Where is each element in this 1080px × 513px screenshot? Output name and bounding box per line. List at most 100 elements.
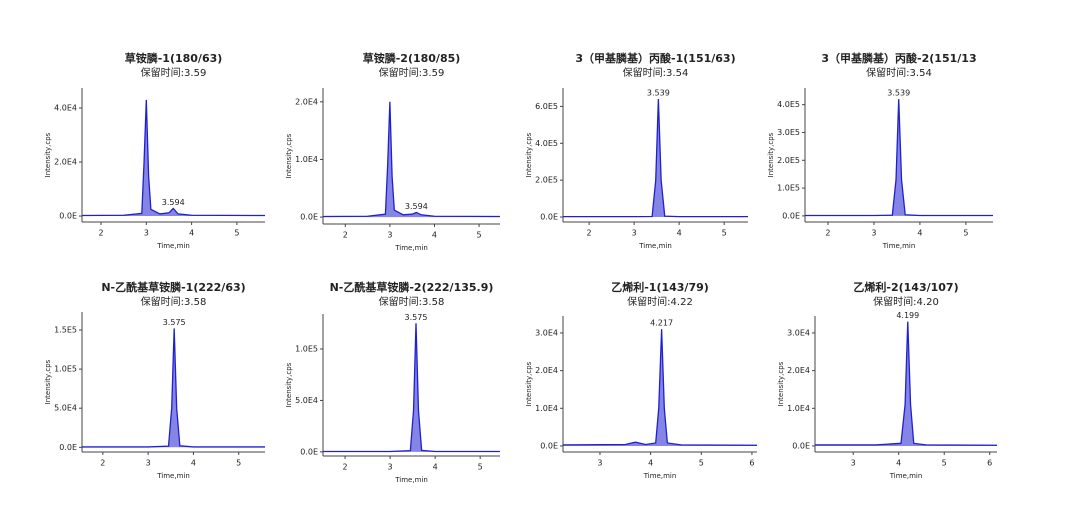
y-tick-label: 0.0E <box>59 212 77 221</box>
x-axis-label: Time,min <box>882 242 916 250</box>
chart-subtitle: 保留时间:4.22 <box>627 295 693 308</box>
y-tick-label: 5.0E4 <box>54 404 77 413</box>
y-tick-label: 6.0E5 <box>535 102 558 111</box>
chart-title: 3（甲基膦基）丙酸-1(151/63) <box>575 51 735 65</box>
chart-title: 乙烯利-2(143/107) <box>853 280 958 294</box>
chart-title: N-乙酰基草铵膦-2(222/135.9) <box>330 280 494 294</box>
y-tick-label: 2.0E5 <box>535 176 558 185</box>
x-tick-label: 4 <box>191 459 196 468</box>
trace-line <box>563 99 748 218</box>
x-tick-label: 3 <box>597 459 602 468</box>
chart-subtitle: 保留时间:3.58 <box>379 295 445 308</box>
x-tick-label: 2 <box>98 229 103 238</box>
y-tick-label: 2.0E4 <box>54 158 77 167</box>
x-tick-label: 5 <box>236 459 241 468</box>
trace-line <box>322 101 501 218</box>
y-tick-label: 1.5E5 <box>54 325 77 334</box>
peak-label: 3.594 <box>162 198 185 207</box>
x-tick-label: 2 <box>343 231 348 240</box>
x-axis-label: Time,min <box>394 476 428 484</box>
x-tick-label: 2 <box>825 229 830 238</box>
x-tick-label: 4 <box>677 229 682 238</box>
x-tick-label: 4 <box>648 459 653 468</box>
x-tick-label: 3 <box>387 231 392 240</box>
y-axis-label: Intensity,cps <box>44 359 52 404</box>
x-axis-label: Time,min <box>156 242 190 250</box>
y-axis-label: Intensity,cps <box>767 132 775 177</box>
x-tick-label: 4 <box>189 229 194 238</box>
y-axis-label: Intensity,cps <box>285 362 293 407</box>
peak-label: 4.217 <box>650 319 673 328</box>
y-axis-label: Intensity,cps <box>525 132 533 177</box>
x-tick-label: 5 <box>699 459 704 468</box>
y-tick-label: 3.0E5 <box>777 128 800 137</box>
trace-line <box>805 99 993 217</box>
x-axis-label: Time,min <box>156 472 190 480</box>
x-tick-label: 4 <box>917 229 922 238</box>
y-axis-label: Intensity,cps <box>525 361 533 406</box>
y-tick-label: 1.0E5 <box>777 184 800 193</box>
x-tick-label: 5 <box>478 463 483 472</box>
y-tick-label: 1.0E4 <box>535 404 558 413</box>
y-tick-label: 2.0E5 <box>777 156 800 165</box>
x-tick-label: 2 <box>587 229 592 238</box>
chart-subtitle: 保留时间:3.58 <box>141 295 207 308</box>
y-tick-label: 4.0E4 <box>54 103 77 112</box>
y-tick-label: 1.0E5 <box>295 344 318 353</box>
y-tick-label: 0.0E <box>792 441 810 450</box>
y-tick-label: 0.0E <box>300 213 318 222</box>
chart-subtitle: 保留时间:4.20 <box>873 295 939 308</box>
y-tick-label: 3.0E4 <box>535 328 558 337</box>
trace-line <box>81 99 266 217</box>
peak-label: 3.575 <box>405 313 428 322</box>
x-tick-label: 4 <box>896 459 901 468</box>
chart-title: 乙烯利-1(143/79) <box>611 280 709 294</box>
y-tick-label: 1.0E4 <box>787 404 810 413</box>
y-tick-label: 0.0E <box>59 443 77 452</box>
y-tick-label: 0.0E <box>540 213 558 222</box>
peak-label: 3.539 <box>647 89 670 98</box>
y-axis-label: Intensity,cps <box>777 361 785 406</box>
x-tick-label: 3 <box>871 229 876 238</box>
trace-area <box>805 99 993 216</box>
chart-subtitle: 保留时间:3.54 <box>866 66 932 79</box>
y-tick-label: 1.0E5 <box>54 365 77 374</box>
y-axis-label: Intensity,cps <box>44 132 52 177</box>
peak-label: 3.539 <box>887 89 910 98</box>
y-tick-label: 0.0E <box>782 211 800 220</box>
x-axis-label: Time,min <box>643 472 677 480</box>
y-tick-label: 5.0E4 <box>295 396 318 405</box>
y-tick-label: 2.0E4 <box>295 97 318 106</box>
x-axis-label: Time,min <box>638 242 672 250</box>
x-tick-label: 6 <box>749 459 754 468</box>
x-tick-label: 5 <box>234 229 239 238</box>
trace-area <box>323 101 500 218</box>
x-tick-label: 5 <box>963 229 968 238</box>
x-tick-label: 4 <box>432 231 437 240</box>
y-tick-label: 4.0E5 <box>535 139 558 148</box>
peak-label: 4.199 <box>896 311 919 320</box>
chart-subtitle: 保留时间:3.59 <box>379 66 445 79</box>
trace-area <box>563 99 748 218</box>
trace-line <box>815 321 998 446</box>
y-tick-label: 1.0E4 <box>295 155 318 164</box>
chart-title: N-乙酰基草铵膦-1(222/63) <box>101 280 245 294</box>
y-tick-label: 0.0E <box>540 441 558 450</box>
x-tick-label: 3 <box>632 229 637 238</box>
chart-subtitle: 保留时间:3.59 <box>141 66 207 79</box>
y-axis-label: Intensity,cps <box>285 133 293 178</box>
x-tick-label: 5 <box>722 229 727 238</box>
trace-line <box>82 328 265 448</box>
trace-line <box>323 323 500 453</box>
x-tick-label: 2 <box>343 463 348 472</box>
y-tick-label: 0.0E <box>300 447 318 456</box>
x-axis-label: Time,min <box>394 244 428 252</box>
chart-subtitle: 保留时间:3.54 <box>623 66 689 79</box>
chart-title: 草铵膦-2(180/85) <box>363 51 461 65</box>
y-tick-label: 4.0E5 <box>777 100 800 109</box>
chart-title: 3（甲基膦基）丙酸-2(151/13 <box>821 51 976 65</box>
y-tick-label: 2.0E4 <box>535 366 558 375</box>
trace-area <box>82 328 265 448</box>
y-tick-label: 2.0E4 <box>787 366 810 375</box>
x-tick-label: 3 <box>144 229 149 238</box>
